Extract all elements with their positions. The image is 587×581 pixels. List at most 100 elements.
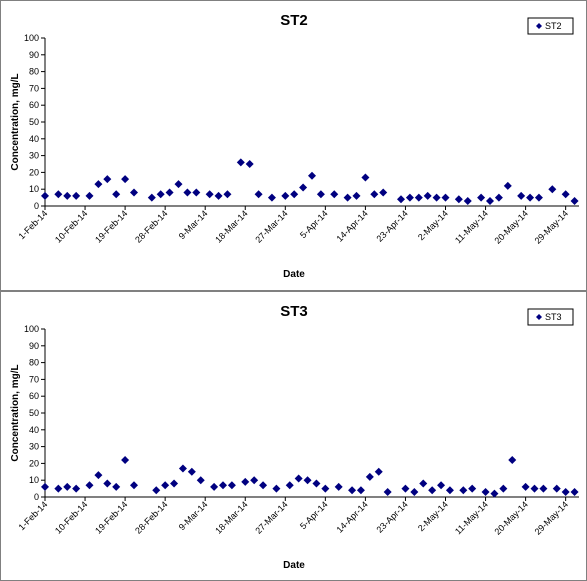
data-point (94, 471, 103, 480)
legend: ST3 (527, 308, 574, 326)
data-point (281, 191, 290, 200)
y-tick-label: 70 (29, 83, 39, 93)
y-tick-label: 60 (29, 391, 39, 401)
data-point (130, 481, 138, 490)
x-tick-label: 5-Apr-14 (298, 208, 330, 240)
data-point (303, 476, 312, 485)
x-tick-label: 14-Apr-14 (334, 208, 369, 243)
y-tick-label: 0 (34, 201, 39, 211)
chart-panel-st2: ST2 0 10 20 30 40 50 60 70 80 90 100 1-Feb-14 10-Feb-… (0, 0, 587, 291)
x-tick-label: 11-May-14 (453, 499, 490, 536)
x-tick-label: 19-Feb-14 (93, 208, 129, 244)
legend-label: ST2 (545, 21, 562, 31)
data-point (370, 190, 379, 199)
data-point (570, 487, 579, 496)
data-point (508, 456, 517, 465)
data-point (290, 190, 299, 199)
y-tick-label: 30 (29, 151, 39, 161)
data-point (245, 160, 254, 168)
legend-marker (536, 23, 542, 29)
data-point (254, 190, 263, 199)
data-point (570, 196, 579, 205)
data-point (103, 175, 112, 184)
x-tick-label: 9-Mar-14 (177, 208, 210, 241)
y-tick-label: 80 (29, 67, 39, 77)
x-tick-label: 20-May-14 (493, 499, 530, 536)
x-tick-label: 11-May-14 (453, 208, 490, 245)
data-point (432, 193, 441, 202)
data-point (103, 479, 112, 488)
data-point (348, 486, 357, 495)
data-point (241, 477, 250, 486)
data-point (312, 479, 321, 488)
data-point (294, 474, 303, 483)
x-tick-label: 27-Mar-14 (253, 499, 289, 535)
x-tick-label: 1-Feb-14 (17, 208, 50, 241)
data-point (365, 472, 374, 481)
data-point (463, 196, 472, 205)
data-point (561, 487, 570, 496)
x-tick-label: 29-May-14 (533, 499, 570, 536)
data-point (41, 482, 49, 491)
data-point (219, 481, 227, 490)
data-point (414, 193, 423, 202)
data-point (401, 484, 410, 493)
data-point (379, 188, 388, 197)
data-point (410, 487, 419, 496)
data-point (356, 486, 365, 495)
data-point (321, 484, 330, 493)
data-point (526, 193, 535, 202)
data-point (494, 193, 503, 202)
data-point (85, 481, 94, 490)
data-point (63, 191, 72, 200)
y-tick-label: 100 (24, 33, 39, 43)
data-point (330, 190, 339, 199)
data-point (539, 484, 548, 493)
data-point (299, 183, 308, 192)
y-tick-label: 40 (29, 134, 39, 144)
data-point (112, 482, 121, 491)
y-tick-label: 0 (34, 492, 39, 502)
x-tick-label: 23-Apr-14 (374, 499, 409, 534)
data-point (459, 486, 468, 495)
data-point (272, 484, 281, 493)
data-point (548, 185, 557, 194)
data-point (227, 481, 236, 490)
data-point (250, 476, 259, 485)
y-tick-label: 40 (29, 425, 39, 435)
data-point (54, 190, 63, 199)
data-point (423, 191, 432, 200)
chart-st2: ST2 0 10 20 30 40 50 60 70 80 90 100 1-Feb-14 10-Feb-… (10, 12, 579, 280)
data-point (334, 482, 343, 491)
chart-title: ST3 (280, 303, 308, 320)
data-point (530, 484, 539, 493)
x-tick-label: 5-Apr-14 (298, 499, 330, 531)
data-point (445, 486, 454, 495)
x-tick-label: 23-Apr-14 (374, 208, 409, 243)
data-point (196, 476, 205, 485)
data-point (308, 171, 316, 180)
legend-box (527, 308, 574, 326)
x-tick-label: 28-Feb-14 (133, 208, 169, 244)
x-tick-label: 19-Feb-14 (93, 499, 129, 535)
y-tick-label: 90 (29, 341, 39, 351)
x-tick-label: 18-Mar-14 (213, 499, 249, 535)
y-tick-label: 10 (29, 475, 39, 485)
data-point (383, 487, 392, 496)
data-point (343, 193, 352, 202)
data-point (521, 482, 530, 491)
data-point (316, 190, 325, 199)
x-tick-label: 2-May-14 (416, 208, 450, 242)
x-tick-label: 2-May-14 (416, 499, 450, 533)
data-point (85, 191, 94, 200)
data-point (517, 191, 526, 200)
y-tick-label: 10 (29, 184, 39, 194)
data-point (223, 190, 232, 199)
data-point (405, 193, 414, 202)
data-point (205, 190, 214, 199)
data-point (397, 195, 405, 204)
data-point (152, 486, 161, 495)
x-axis-label: Date (283, 269, 305, 280)
data-point (183, 188, 192, 197)
data-point (490, 489, 499, 498)
